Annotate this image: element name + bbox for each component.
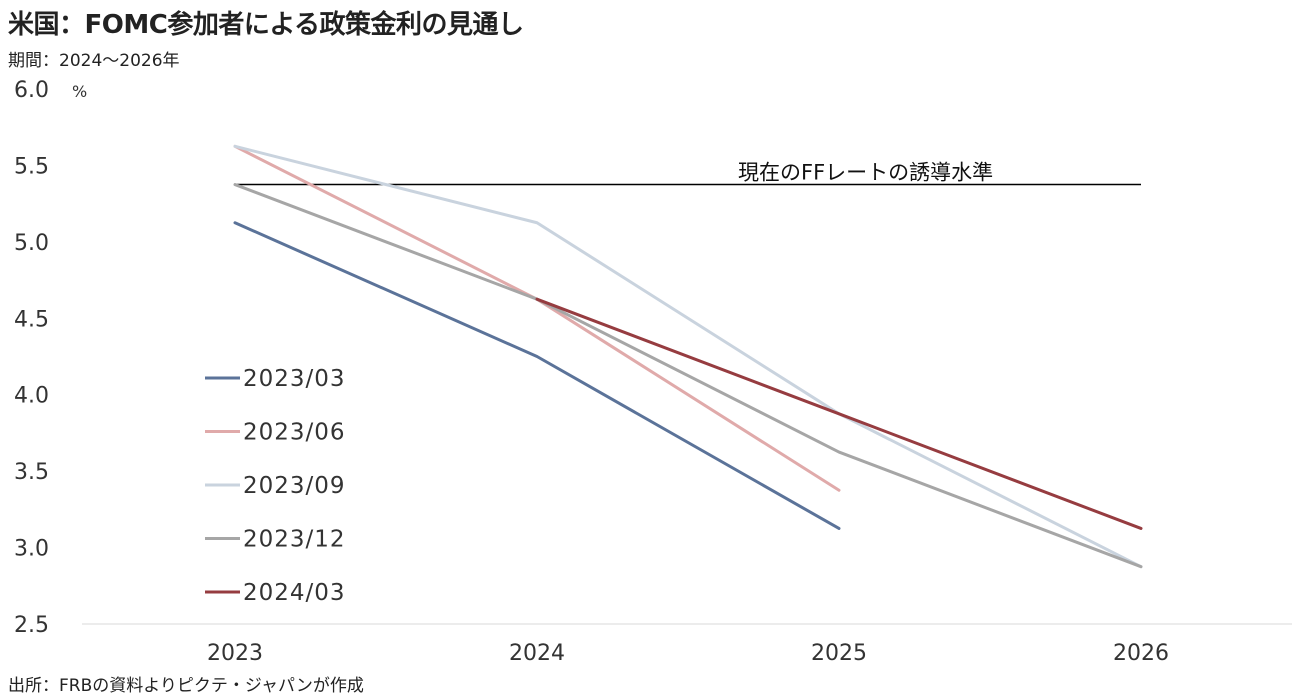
x-tick-label: 2025 bbox=[811, 641, 867, 666]
x-tick-label: 2023 bbox=[207, 641, 263, 666]
series-line bbox=[233, 183, 1143, 569]
legend-label: 2023/06 bbox=[243, 420, 346, 446]
y-unit-label: % bbox=[72, 82, 87, 101]
y-tick-label: 5.0 bbox=[14, 231, 49, 256]
y-tick-label: 4.5 bbox=[14, 307, 49, 332]
y-tick-label: 5.5 bbox=[14, 154, 49, 179]
series-line bbox=[233, 144, 1143, 569]
y-tick-label: 3.0 bbox=[14, 537, 49, 562]
x-axis: 2023 2024 2025 2026 bbox=[207, 641, 1169, 666]
series-line bbox=[535, 297, 1143, 530]
y-tick-label: 6.0 bbox=[14, 78, 49, 103]
legend-label: 2023/09 bbox=[243, 473, 346, 499]
chart-subtitle: 期間：2024～2026年 bbox=[8, 51, 180, 71]
y-tick-label: 2.5 bbox=[14, 613, 49, 638]
legend-label: 2023/12 bbox=[243, 527, 346, 553]
y-axis: 2.5 3.0 3.5 4.0 4.5 5.0 5.5 6.0% bbox=[14, 78, 87, 638]
y-tick-label: 3.5 bbox=[14, 460, 49, 485]
legend-label: 2023/03 bbox=[243, 366, 346, 392]
series-lines bbox=[233, 144, 1143, 569]
legend: 2023/03 2023/06 2023/09 2023/12 2024/03 bbox=[205, 366, 346, 606]
reference-line-label: 現在のFFレートの誘導水準 bbox=[738, 161, 993, 185]
chart-title: 米国：FOMC参加者による政策金利の見通し bbox=[8, 10, 524, 40]
source-note: 出所：FRBの資料よりピクテ・ジャパンが作成 bbox=[8, 676, 364, 696]
series-line bbox=[233, 221, 841, 530]
x-tick-label: 2024 bbox=[509, 641, 565, 666]
x-tick-label: 2026 bbox=[1113, 641, 1169, 666]
y-tick-label: 4.0 bbox=[14, 384, 49, 409]
legend-label: 2024/03 bbox=[243, 580, 346, 606]
